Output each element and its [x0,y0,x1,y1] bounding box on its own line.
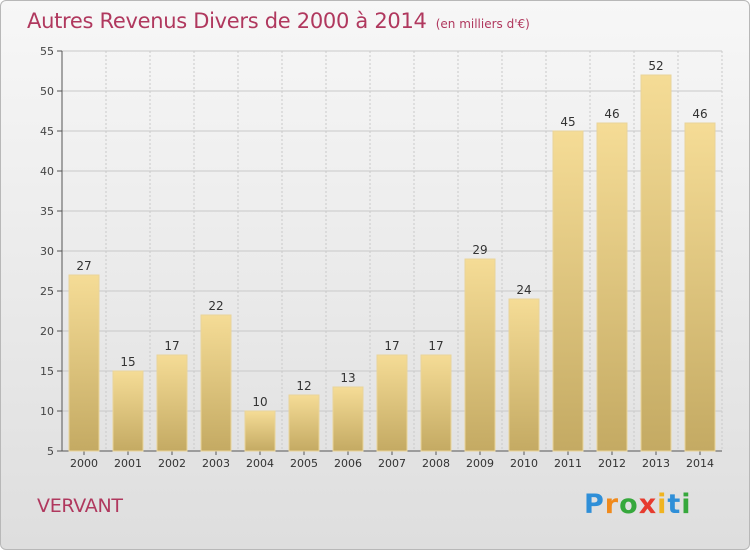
y-tick-label: 40 [40,165,54,178]
bar-value-label: 46 [692,107,707,121]
logo-letter: r [604,489,620,520]
bar-value-label: 52 [648,59,663,73]
y-tick-label: 25 [40,285,54,298]
bar [244,410,276,452]
y-tick-label: 45 [40,125,54,138]
bar-value-label: 12 [296,379,311,393]
y-tick-label: 50 [40,85,54,98]
y-tick-label: 20 [40,325,54,338]
y-tick-label: 35 [40,205,54,218]
x-tick-label: 2008 [422,457,450,470]
bar-value-label: 29 [472,243,487,257]
y-tick-label: 10 [40,405,54,418]
bar-value-label: 22 [208,299,223,313]
x-tick-label: 2013 [642,457,670,470]
bar [508,298,540,452]
bar-value-label: 13 [340,371,355,385]
x-tick-label: 2000 [70,457,98,470]
bar [596,122,628,452]
x-tick-label: 2011 [554,457,582,470]
bar-value-label: 24 [516,283,531,297]
x-tick-label: 2014 [686,457,714,470]
bar-value-label: 15 [120,355,135,369]
y-tick-label: 15 [40,365,54,378]
bar [552,130,584,452]
bar [288,394,320,452]
logo-letter: i [657,489,668,520]
x-tick-label: 2004 [246,457,274,470]
bar [156,354,188,452]
logo-letter: i [681,489,692,520]
proxiti-logo: Proxiti [584,489,692,520]
bar-value-label: 45 [560,115,575,129]
logo-letter: o [619,489,639,520]
y-tick-label: 5 [47,445,54,458]
x-tick-label: 2010 [510,457,538,470]
x-tick-label: 2007 [378,457,406,470]
bar [684,122,716,452]
x-tick-label: 2006 [334,457,362,470]
data-labels: 27 15 17 22 10 12 13 17 17 29 24 45 46 52 46 [76,59,707,409]
logo-letter: x [638,489,658,520]
bar-value-label: 17 [164,339,179,353]
bar [640,74,672,452]
bar [112,370,144,452]
commune-label: VERVANT [37,495,123,517]
y-tick-label: 30 [40,245,54,258]
y-tick-label: 55 [40,45,54,58]
x-tick-label: 2001 [114,457,142,470]
x-tick-label: 2003 [202,457,230,470]
bar-value-label: 10 [252,395,267,409]
logo-letter: t [667,489,682,520]
bar-value-label: 27 [76,259,91,273]
bar [200,314,232,452]
bar [376,354,408,452]
bar [420,354,452,452]
unit-text: (en milliers d'€) [435,17,530,31]
bar-value-label: 46 [604,107,619,121]
logo-letter: P [584,489,605,520]
bar [68,274,100,452]
bar-value-label: 17 [428,339,443,353]
x-tick-label: 2002 [158,457,186,470]
x-tick-label: 2012 [598,457,626,470]
bar [332,386,364,452]
chart-title: Autres Revenus Divers de 2000 à 2014 (en… [27,9,530,33]
tick-labels: 5 10 15 20 25 30 35 40 45 50 55 2000 2001 2002 2003 200… [40,45,714,470]
title-text: Autres Revenus Divers de 2000 à 2014 [27,9,427,33]
bars [68,74,716,452]
bar-value-label: 17 [384,339,399,353]
x-tick-label: 2005 [290,457,318,470]
bar [464,258,496,452]
x-tick-label: 2009 [466,457,494,470]
